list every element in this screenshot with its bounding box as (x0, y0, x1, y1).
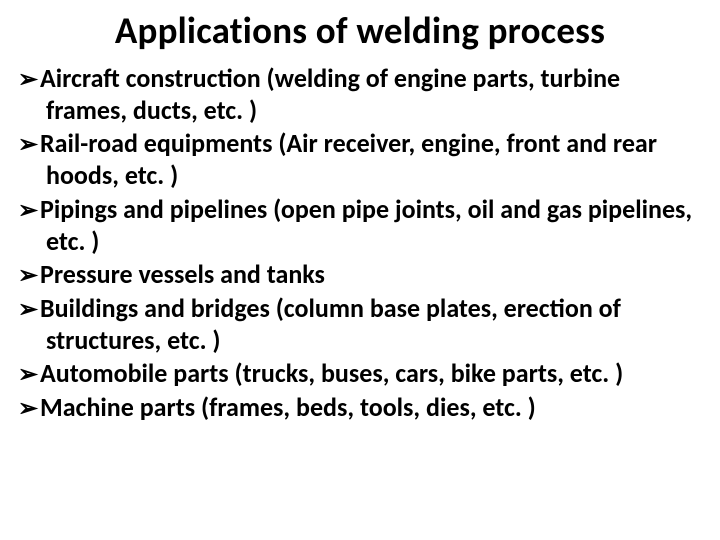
list-item: ➢Automobile parts (trucks, buses, cars, … (18, 358, 702, 390)
list-item: ➢Rail-road equipments (Air receiver, eng… (18, 128, 702, 191)
bullet-text: Machine parts (frames, beds, tools, dies… (40, 391, 536, 423)
bullet-icon: ➢ (18, 295, 40, 324)
list-item: ➢Aircraft construction (welding of engin… (18, 63, 702, 126)
bullet-text: Rail-road equipments (Air receiver, engi… (40, 127, 657, 191)
bullet-text: Pipings and pipelines (open pipe joints,… (40, 193, 692, 257)
bullet-icon: ➢ (18, 65, 40, 94)
bullet-list: ➢Aircraft construction (welding of engin… (18, 63, 702, 424)
bullet-icon: ➢ (18, 394, 40, 423)
bullet-text: Buildings and bridges (column base plate… (40, 292, 621, 356)
bullet-icon: ➢ (18, 261, 40, 290)
slide-title: Applications of welding process (18, 8, 702, 53)
slide-container: Applications of welding process ➢Aircraf… (0, 0, 720, 540)
list-item: ➢Machine parts (frames, beds, tools, die… (18, 392, 702, 424)
bullet-text: Aircraft construction (welding of engine… (40, 62, 620, 126)
bullet-text: Automobile parts (trucks, buses, cars, b… (40, 357, 623, 389)
bullet-text: Pressure vessels and tanks (40, 258, 325, 290)
list-item: ➢Pressure vessels and tanks (18, 259, 702, 291)
list-item: ➢Pipings and pipelines (open pipe joints… (18, 194, 702, 257)
list-item: ➢Buildings and bridges (column base plat… (18, 293, 702, 356)
bullet-icon: ➢ (18, 360, 40, 389)
bullet-icon: ➢ (18, 130, 40, 159)
bullet-icon: ➢ (18, 196, 40, 225)
